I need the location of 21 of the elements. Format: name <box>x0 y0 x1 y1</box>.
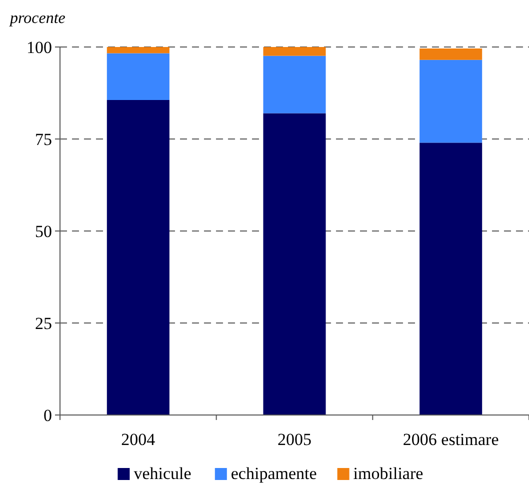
x-tick-label: 2006 estimare <box>402 430 499 449</box>
y-tick-label: 100 <box>26 38 52 57</box>
bar <box>106 100 170 415</box>
bar <box>420 60 482 143</box>
bar <box>263 47 326 56</box>
bar <box>263 56 326 114</box>
y-tick-label: 75 <box>35 130 52 149</box>
bar <box>420 142 482 415</box>
legend-label: imobiliare <box>353 464 424 483</box>
y-tick-label: 50 <box>35 222 52 241</box>
legend-label: echipamente <box>230 464 317 483</box>
y-axis-title: procente <box>9 10 66 27</box>
bar <box>263 113 326 415</box>
x-tick-label: 2005 <box>278 430 312 449</box>
bar <box>106 53 170 100</box>
bar <box>106 47 170 54</box>
y-tick-label: 25 <box>35 314 52 333</box>
legend-label: vehicule <box>134 464 192 483</box>
y-tick-label: 0 <box>44 406 52 425</box>
x-tick-label: 2004 <box>121 430 156 449</box>
bar <box>420 48 482 60</box>
